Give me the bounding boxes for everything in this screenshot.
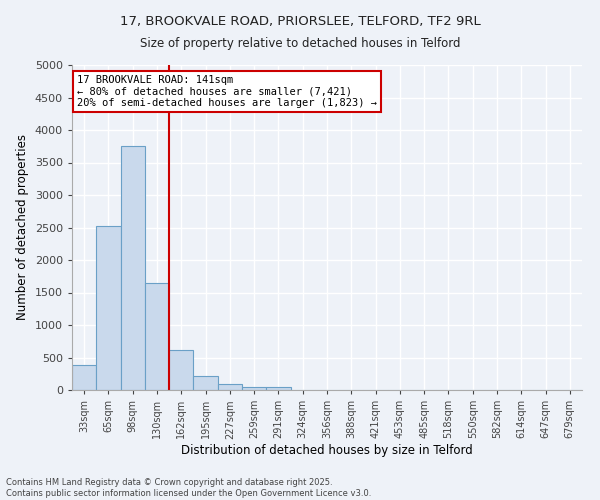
Bar <box>72 366 96 390</box>
Text: Contains HM Land Registry data © Crown copyright and database right 2025.
Contai: Contains HM Land Registry data © Crown c… <box>6 478 371 498</box>
Bar <box>96 226 121 390</box>
Bar <box>145 283 169 390</box>
Bar <box>193 376 218 390</box>
Bar <box>121 146 145 390</box>
Text: Size of property relative to detached houses in Telford: Size of property relative to detached ho… <box>140 38 460 51</box>
Bar <box>169 350 193 390</box>
Text: 17 BROOKVALE ROAD: 141sqm
← 80% of detached houses are smaller (7,421)
20% of se: 17 BROOKVALE ROAD: 141sqm ← 80% of detac… <box>77 74 377 108</box>
Y-axis label: Number of detached properties: Number of detached properties <box>16 134 29 320</box>
X-axis label: Distribution of detached houses by size in Telford: Distribution of detached houses by size … <box>181 444 473 457</box>
Bar <box>266 387 290 390</box>
Bar <box>218 384 242 390</box>
Bar <box>242 387 266 390</box>
Text: 17, BROOKVALE ROAD, PRIORSLEE, TELFORD, TF2 9RL: 17, BROOKVALE ROAD, PRIORSLEE, TELFORD, … <box>119 15 481 28</box>
